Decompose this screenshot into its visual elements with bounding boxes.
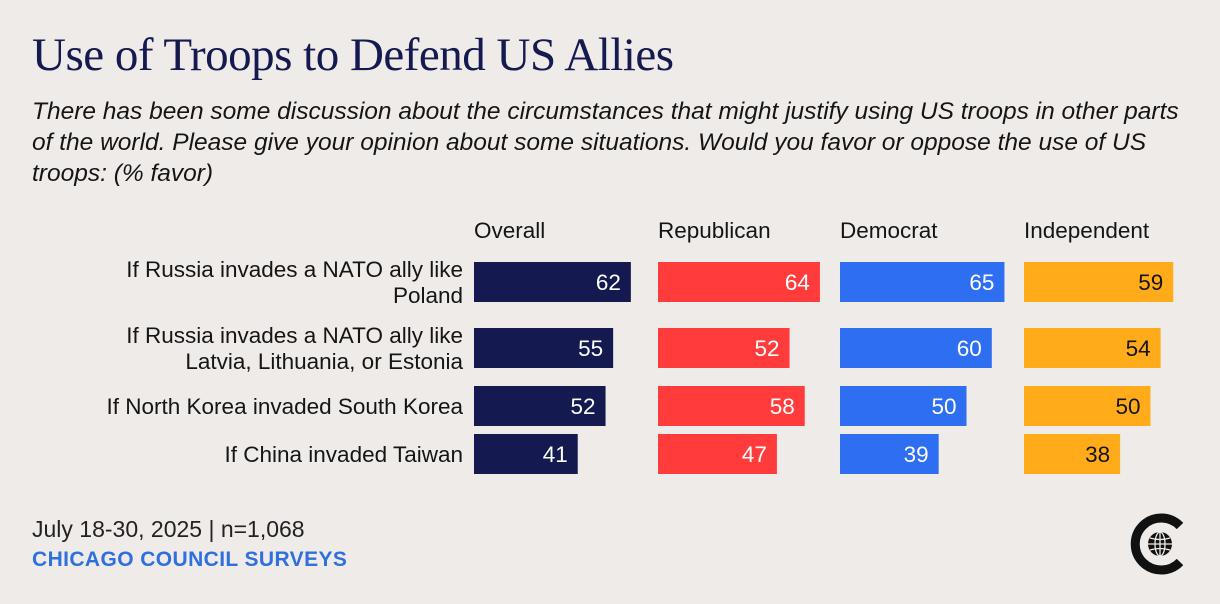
- category-label: Poland: [393, 283, 463, 308]
- category-label: If China invaded Taiwan: [225, 442, 464, 467]
- bar-republican: [658, 434, 777, 474]
- bar-republican: [658, 262, 820, 302]
- grouped-bar-chart: Overall Republican Democrat Independent If R…: [107, 218, 1174, 474]
- series-header-democrat: Democrat: [840, 218, 938, 243]
- bar-democrat: [840, 434, 939, 474]
- bar-value-label: 52: [571, 394, 596, 419]
- bar-independent: [1024, 262, 1174, 302]
- bar-value-label: 41: [543, 442, 568, 467]
- bar-democrat: [840, 386, 967, 426]
- survey-date: July 18-30, 2025 | n=1,068: [32, 516, 305, 542]
- bar-overall: [474, 328, 614, 368]
- bar-value-label: 59: [1138, 270, 1163, 295]
- series-header-republican: Republican: [658, 218, 771, 243]
- bar-value-label: 55: [578, 336, 603, 361]
- category-label: If Russia invades a NATO ally like: [126, 257, 463, 282]
- bar-overall: [474, 262, 631, 302]
- category-label: Latvia, Lithuania, or Estonia: [185, 349, 463, 374]
- bar-value-label: 47: [742, 442, 767, 467]
- bar-value-label: 50: [1115, 394, 1140, 419]
- bar-value-label: 65: [969, 270, 994, 295]
- series-header-overall: Overall: [474, 218, 545, 243]
- bar-democrat: [840, 328, 992, 368]
- bar-value-label: 54: [1126, 336, 1151, 361]
- bar-democrat: [840, 262, 1005, 302]
- bar-value-label: 62: [596, 270, 621, 295]
- bar-republican: [658, 386, 805, 426]
- bar-overall: [474, 434, 578, 474]
- category-label: If Russia invades a NATO ally like: [126, 323, 463, 348]
- chart-subtitle: There has been some discussion about the…: [32, 98, 1179, 187]
- bar-independent: [1024, 386, 1151, 426]
- bar-value-label: 39: [904, 442, 929, 467]
- series-header-independent: Independent: [1024, 218, 1150, 243]
- bar-independent: [1024, 328, 1161, 368]
- bar-value-label: 50: [931, 394, 956, 419]
- bar-value-label: 64: [785, 270, 810, 295]
- bar-value-label: 58: [770, 394, 795, 419]
- bar-value-label: 52: [755, 336, 780, 361]
- bar-independent: [1024, 434, 1121, 474]
- source-label: CHICAGO COUNCIL SURVEYS: [32, 548, 348, 571]
- chart-title: Use of Troops to Defend US Allies: [32, 29, 674, 81]
- bar-republican: [658, 328, 790, 368]
- globe-icon: [1130, 513, 1184, 575]
- bar-value-label: 38: [1085, 442, 1110, 467]
- bar-value-label: 60: [957, 336, 982, 361]
- category-label: If North Korea invaded South Korea: [107, 394, 464, 419]
- bar-overall: [474, 386, 606, 426]
